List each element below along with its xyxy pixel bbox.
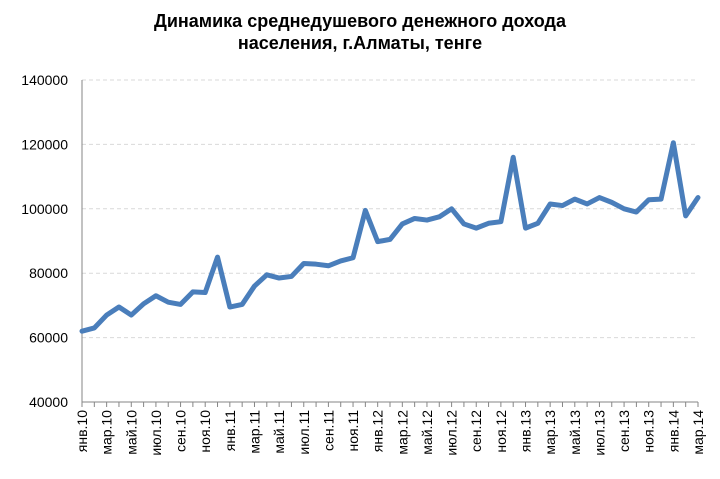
series [79, 140, 701, 334]
x-tick-label: мар.13 [542, 410, 558, 455]
x-tick-label: июл.13 [591, 410, 607, 456]
x-tick-label: мар.10 [99, 410, 115, 455]
x-tick-label: мар.11 [246, 410, 262, 454]
x-tick-label: мар.12 [394, 410, 410, 455]
x-tick-label: ноя.11 [345, 410, 361, 452]
y-axis-ticks: 140000 120000 100000 80000 60000 40000 [21, 72, 68, 410]
x-tick-label: янв.13 [518, 410, 534, 452]
y-tick-label: 100000 [21, 201, 68, 217]
x-tick-label: май.11 [271, 410, 287, 454]
x-tick-label: ноя.13 [641, 410, 657, 453]
y-tick-label: 40000 [29, 394, 68, 410]
chart-title: Динамика среднедушевого денежного дохода… [0, 10, 720, 54]
x-tick-label: сен.12 [468, 410, 484, 452]
x-tick-label: июл.10 [148, 410, 164, 456]
y-tick-label: 60000 [29, 330, 68, 346]
x-tick-label: ноя.10 [197, 410, 213, 453]
x-tick-label: июл.12 [444, 410, 460, 456]
x-tick-label: янв.14 [665, 410, 681, 452]
x-tick-label: мар.14 [690, 410, 706, 455]
x-tick-label: сен.13 [616, 410, 632, 452]
x-tick-label: янв.11 [222, 410, 238, 451]
y-tick-label: 140000 [21, 72, 68, 88]
x-axis-ticks: янв.10 мар.10 май.10 июл.10 сен.10 ноя.10 янв.… [74, 402, 706, 456]
x-tick-label: ноя.12 [493, 410, 509, 453]
chart-title-line-1: Динамика среднедушевого денежного дохода [154, 11, 566, 31]
x-tick-label: янв.10 [74, 410, 90, 452]
x-tick-label: май.13 [567, 410, 583, 455]
x-tick-label: сен.11 [320, 410, 336, 451]
x-tick-label: янв.12 [370, 410, 386, 452]
x-tick-label: май.12 [419, 410, 435, 455]
x-tick-label: июл.11 [296, 410, 312, 455]
gridlines [82, 79, 698, 339]
chart-title-line-2: населения, г.Алматы, тенге [237, 33, 483, 53]
y-tick-label: 80000 [29, 265, 68, 281]
y-tick-label: 120000 [21, 136, 68, 152]
x-tick-label: сен.10 [173, 410, 189, 452]
series-line [79, 140, 701, 334]
x-tick-label: май.10 [123, 410, 139, 455]
